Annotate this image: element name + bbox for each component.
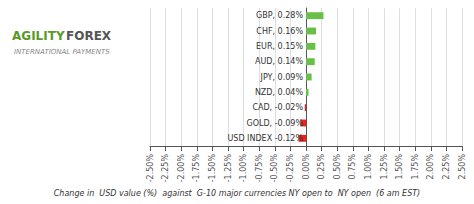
svg-text:-0.25%: -0.25% bbox=[286, 154, 295, 183]
svg-text:-0.50%: -0.50% bbox=[270, 154, 279, 183]
svg-text:EUR, 0.15%: EUR, 0.15% bbox=[256, 42, 303, 51]
svg-text:0.75%: 0.75% bbox=[348, 154, 357, 180]
svg-text:-0.75%: -0.75% bbox=[255, 154, 264, 183]
svg-text:0.50%: 0.50% bbox=[333, 154, 342, 180]
svg-text:NZD, 0.04%: NZD, 0.04% bbox=[255, 88, 304, 97]
svg-text:1.25%: 1.25% bbox=[380, 154, 389, 180]
svg-text:0.00%: 0.00% bbox=[302, 154, 311, 180]
svg-text:INTERNATIONAL PAYMENTS: INTERNATIONAL PAYMENTS bbox=[14, 48, 110, 56]
svg-text:JPY, 0.09%: JPY, 0.09% bbox=[260, 73, 304, 82]
svg-text:1.75%: 1.75% bbox=[411, 154, 420, 180]
svg-text:2.00%: 2.00% bbox=[426, 154, 435, 180]
svg-text:-1.50%: -1.50% bbox=[208, 154, 217, 183]
svg-text:CAD, -0.02%: CAD, -0.02% bbox=[252, 103, 303, 112]
svg-text:-2.50%: -2.50% bbox=[146, 154, 155, 183]
svg-text:-1.25%: -1.25% bbox=[224, 154, 233, 183]
svg-text:1.00%: 1.00% bbox=[364, 154, 373, 180]
svg-text:-2.25%: -2.25% bbox=[161, 154, 170, 183]
svg-text:-1.75%: -1.75% bbox=[192, 154, 201, 183]
svg-text:2.50%: 2.50% bbox=[458, 154, 467, 180]
svg-text:GOLD, -0.09%: GOLD, -0.09% bbox=[247, 119, 304, 128]
svg-text:GBP, 0.28%: GBP, 0.28% bbox=[256, 11, 303, 20]
svg-text:FOREX: FOREX bbox=[66, 29, 112, 43]
svg-text:USD INDEX -0.12%: USD INDEX -0.12% bbox=[227, 134, 303, 143]
svg-text:-2.00%: -2.00% bbox=[177, 154, 186, 183]
svg-text:1.50%: 1.50% bbox=[395, 154, 404, 180]
svg-text:-1.00%: -1.00% bbox=[239, 154, 248, 183]
svg-text:AGILITY: AGILITY bbox=[12, 29, 65, 43]
svg-text:2.25%: 2.25% bbox=[442, 154, 451, 180]
svg-text:CHF, 0.16%: CHF, 0.16% bbox=[256, 27, 303, 36]
svg-text:Change in USD value (%) agai: Change in USD value (%) against G-10 maj… bbox=[54, 189, 420, 198]
svg-text:0.25%: 0.25% bbox=[317, 154, 326, 180]
svg-text:AUD, 0.14%: AUD, 0.14% bbox=[255, 57, 303, 66]
